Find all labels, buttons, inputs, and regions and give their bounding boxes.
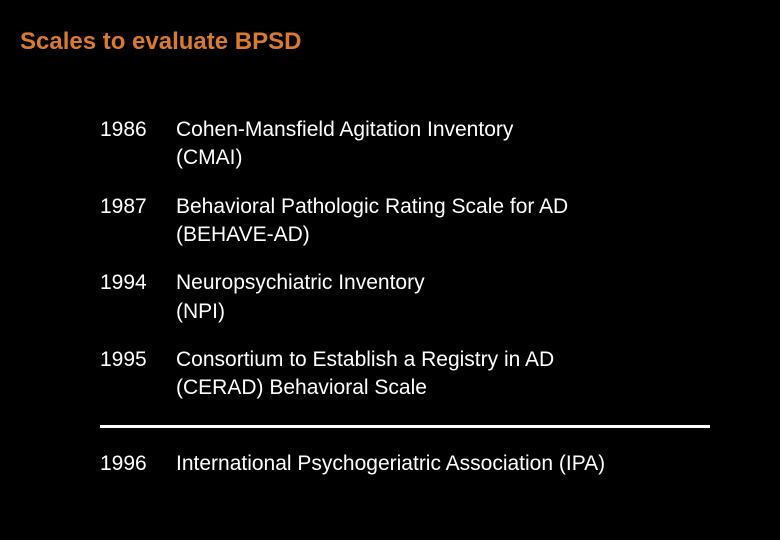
table-row: 1995 Consortium to Establish a Registry … xyxy=(100,346,710,423)
scale-name: Behavioral Pathologic Rating Scale for A… xyxy=(176,195,568,218)
table-row: 1986 Cohen-Mansfield Agitation Inventory… xyxy=(100,116,710,193)
scale-abbrev: (CMAI) xyxy=(176,144,710,172)
table-row: 1987 Behavioral Pathologic Rating Scale … xyxy=(100,193,710,270)
scale-name: Consortium to Establish a Registry in AD xyxy=(176,348,554,371)
scale-name: Neuropsychiatric Inventory xyxy=(176,271,425,294)
scale-name: International Psychogeriatric Associatio… xyxy=(176,452,605,475)
table-row: 1996 International Psychogeriatric Assoc… xyxy=(100,450,710,498)
desc-cell: Neuropsychiatric Inventory (NPI) xyxy=(176,269,710,326)
slide-title: Scales to evaluate BPSD xyxy=(20,28,760,56)
year-cell: 1996 xyxy=(100,450,176,478)
year-cell: 1987 xyxy=(100,193,176,221)
year-cell: 1986 xyxy=(100,116,176,144)
desc-cell: Behavioral Pathologic Rating Scale for A… xyxy=(176,193,710,250)
year-cell: 1994 xyxy=(100,269,176,297)
scales-table: 1986 Cohen-Mansfield Agitation Inventory… xyxy=(100,116,710,498)
desc-cell: Cohen-Mansfield Agitation Inventory (CMA… xyxy=(176,116,710,173)
scale-abbrev: (BEHAVE-AD) xyxy=(176,221,710,249)
year-cell: 1995 xyxy=(100,346,176,374)
scale-abbrev: (NPI) xyxy=(176,298,710,326)
desc-cell: International Psychogeriatric Associatio… xyxy=(176,450,710,478)
scale-abbrev: (CERAD) Behavioral Scale xyxy=(176,374,710,402)
desc-cell: Consortium to Establish a Registry in AD… xyxy=(176,346,710,403)
section-divider xyxy=(100,425,710,428)
scale-name: Cohen-Mansfield Agitation Inventory xyxy=(176,118,513,141)
table-row: 1994 Neuropsychiatric Inventory (NPI) xyxy=(100,269,710,346)
